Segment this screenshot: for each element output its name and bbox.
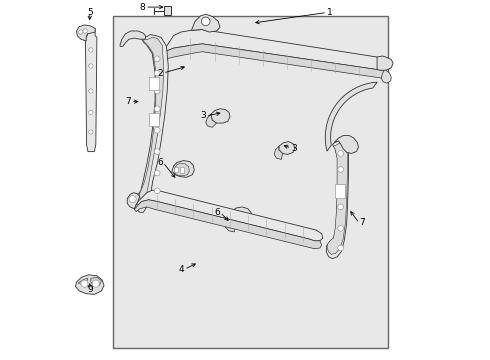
- Polygon shape: [326, 140, 348, 259]
- Polygon shape: [127, 193, 140, 209]
- Polygon shape: [381, 70, 392, 83]
- Bar: [174, 167, 178, 172]
- Polygon shape: [279, 141, 295, 154]
- Text: 7: 7: [359, 219, 365, 228]
- Polygon shape: [211, 109, 230, 123]
- Text: 2: 2: [157, 69, 163, 78]
- Bar: [180, 167, 184, 173]
- Polygon shape: [225, 218, 235, 232]
- Polygon shape: [274, 146, 282, 159]
- Circle shape: [89, 130, 93, 134]
- Polygon shape: [120, 31, 146, 46]
- Circle shape: [81, 280, 88, 287]
- Circle shape: [89, 64, 93, 68]
- Polygon shape: [206, 114, 217, 127]
- Polygon shape: [134, 200, 322, 249]
- Circle shape: [338, 150, 343, 156]
- Circle shape: [338, 184, 343, 190]
- Polygon shape: [85, 28, 97, 152]
- Circle shape: [79, 30, 83, 34]
- Text: 1: 1: [327, 8, 333, 17]
- Circle shape: [154, 188, 160, 194]
- Circle shape: [89, 89, 93, 93]
- Circle shape: [338, 204, 343, 210]
- Text: 6: 6: [214, 208, 220, 217]
- Circle shape: [154, 70, 160, 76]
- Polygon shape: [192, 14, 220, 32]
- Circle shape: [154, 56, 160, 62]
- Text: 3: 3: [292, 144, 297, 153]
- Circle shape: [129, 195, 136, 203]
- Polygon shape: [78, 278, 88, 284]
- Polygon shape: [377, 56, 393, 70]
- Circle shape: [338, 167, 343, 172]
- Circle shape: [154, 149, 160, 154]
- Polygon shape: [334, 136, 359, 153]
- Polygon shape: [229, 207, 251, 225]
- Polygon shape: [75, 275, 104, 294]
- Polygon shape: [325, 82, 377, 151]
- Polygon shape: [172, 161, 195, 177]
- Circle shape: [338, 245, 343, 251]
- Polygon shape: [139, 37, 164, 200]
- Text: 4: 4: [179, 265, 184, 274]
- Text: 9: 9: [87, 284, 93, 293]
- Polygon shape: [76, 25, 95, 41]
- Polygon shape: [136, 190, 323, 241]
- Text: 3: 3: [200, 112, 206, 121]
- Polygon shape: [135, 35, 168, 212]
- Bar: [149, 113, 159, 126]
- Polygon shape: [327, 143, 347, 255]
- Bar: [335, 184, 344, 198]
- Circle shape: [89, 110, 93, 114]
- Text: 6: 6: [157, 158, 163, 167]
- Circle shape: [201, 17, 210, 26]
- Polygon shape: [91, 277, 101, 285]
- Text: 5: 5: [87, 8, 93, 17]
- Circle shape: [154, 127, 160, 133]
- Circle shape: [154, 170, 160, 176]
- Circle shape: [92, 280, 99, 287]
- Circle shape: [154, 88, 160, 94]
- Polygon shape: [167, 30, 388, 70]
- Bar: [164, 6, 171, 15]
- Bar: [149, 77, 159, 90]
- Polygon shape: [174, 163, 189, 176]
- Circle shape: [83, 29, 87, 33]
- Bar: [113, 16, 388, 348]
- Polygon shape: [167, 44, 388, 78]
- Circle shape: [89, 48, 93, 52]
- Text: 8: 8: [139, 3, 145, 12]
- Circle shape: [154, 106, 160, 112]
- Text: 7: 7: [125, 97, 131, 106]
- Circle shape: [338, 225, 343, 231]
